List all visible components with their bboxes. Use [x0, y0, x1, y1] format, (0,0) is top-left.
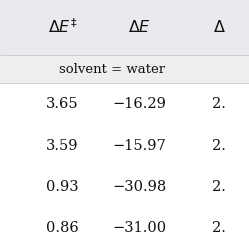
Text: 2.: 2. — [212, 221, 226, 235]
Bar — [0, 166, 249, 208]
Text: $\Delta E^{\ddagger}$: $\Delta E^{\ddagger}$ — [48, 18, 77, 37]
Text: $\Delta E$: $\Delta E$ — [128, 19, 151, 36]
Text: $\Delta$: $\Delta$ — [213, 19, 226, 36]
Bar — [0, 125, 249, 166]
Bar — [0, 83, 249, 125]
Text: −30.98: −30.98 — [112, 180, 167, 194]
Text: 3.65: 3.65 — [46, 97, 79, 111]
Text: 2.: 2. — [212, 180, 226, 194]
Text: −15.97: −15.97 — [113, 138, 166, 152]
Bar — [0, 55, 249, 83]
Text: 3.59: 3.59 — [46, 138, 78, 152]
Bar — [0, 0, 249, 55]
Bar — [0, 208, 249, 249]
Text: 0.93: 0.93 — [46, 180, 79, 194]
Text: −31.00: −31.00 — [112, 221, 167, 235]
Text: −16.29: −16.29 — [113, 97, 166, 111]
Text: 0.86: 0.86 — [46, 221, 79, 235]
Text: 2.: 2. — [212, 138, 226, 152]
Text: solvent = water: solvent = water — [59, 62, 165, 76]
Text: 2.: 2. — [212, 97, 226, 111]
